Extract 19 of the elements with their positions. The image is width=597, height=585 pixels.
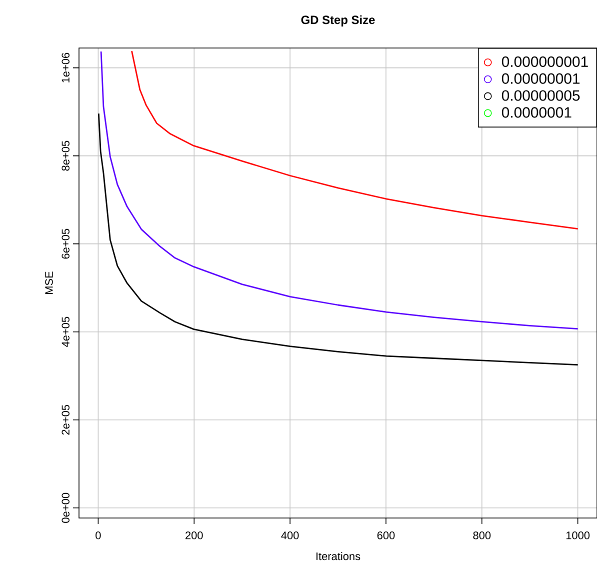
y-tick-label: 6e+05	[62, 228, 70, 259]
y-tick-label: 4e+05	[62, 316, 70, 347]
legend-label: 0.00000005	[502, 90, 580, 101]
y-tick-label: 8e+05	[62, 140, 70, 171]
x-tick-label: 200	[186, 532, 203, 540]
y-axis-title: MSE	[45, 272, 53, 294]
legend-label: 0.000000001	[502, 56, 588, 67]
legend-label: 0.0000001	[502, 107, 572, 118]
x-axis-title: Iterations	[316, 552, 360, 560]
x-tick-label: 0	[96, 532, 101, 540]
x-tick-label: 1000	[566, 532, 590, 540]
y-tick-label: 1e+06	[62, 52, 70, 82]
legend-label: 0.00000001	[502, 73, 580, 84]
x-tick-label: 400	[281, 532, 299, 540]
y-tick-label: 0e+00	[62, 492, 70, 523]
x-tick-label: 600	[377, 532, 395, 540]
y-tick-label: 2e+05	[62, 404, 70, 435]
x-tick-label: 800	[473, 532, 491, 540]
chart-title: GD Step Size	[301, 15, 375, 26]
